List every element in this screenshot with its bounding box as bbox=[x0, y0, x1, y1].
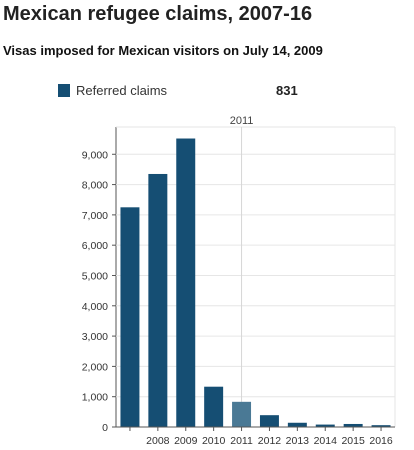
bar-2009[interactable] bbox=[176, 138, 196, 428]
y-tick-label: 4,000 bbox=[82, 301, 108, 313]
x-tick-label: 2014 bbox=[314, 435, 338, 447]
bar-2016[interactable] bbox=[371, 425, 391, 427]
y-tick-label: 8,000 bbox=[82, 180, 108, 192]
legend-swatch bbox=[58, 83, 70, 97]
bar-2014[interactable] bbox=[315, 424, 335, 427]
bar-2010[interactable] bbox=[204, 386, 224, 427]
y-tick-label: 1,000 bbox=[82, 392, 108, 404]
y-tick-label: 0 bbox=[102, 422, 108, 434]
bar-2008[interactable] bbox=[148, 173, 168, 427]
x-tick-label: 2011 bbox=[230, 435, 253, 447]
y-tick-label: 9,000 bbox=[82, 149, 108, 161]
y-tick-label: 3,000 bbox=[82, 331, 108, 343]
x-tick-label: 2016 bbox=[369, 435, 393, 447]
y-tick-label: 2,000 bbox=[82, 361, 108, 373]
legend-value: 831 bbox=[276, 83, 298, 98]
bar-2015[interactable] bbox=[343, 423, 363, 427]
x-tick-label: 2012 bbox=[258, 435, 282, 447]
y-tick-label: 6,000 bbox=[82, 240, 108, 252]
legend-label: Referred claims bbox=[76, 82, 168, 98]
bar-2012[interactable] bbox=[259, 415, 279, 427]
x-tick-label: 2015 bbox=[341, 435, 365, 447]
x-tick-label: 2013 bbox=[286, 435, 310, 447]
chart-subtitle: Visas imposed for Mexican visitors on Ju… bbox=[3, 43, 323, 58]
x-tick-label: 2008 bbox=[146, 435, 170, 447]
chart-title: Mexican refugee claims, 2007-16 bbox=[3, 3, 313, 25]
legend: Referred claims bbox=[58, 82, 167, 98]
y-tick-label: 7,000 bbox=[82, 210, 108, 222]
bar-2007[interactable] bbox=[120, 207, 140, 427]
x-tick-label: 2010 bbox=[202, 435, 226, 447]
bar-2011[interactable] bbox=[232, 401, 252, 427]
x-tick-label: 2009 bbox=[174, 435, 198, 447]
y-tick-label: 5,000 bbox=[82, 270, 108, 282]
hover-category-label: 2011 bbox=[230, 115, 254, 127]
bar-2013[interactable] bbox=[287, 422, 307, 427]
